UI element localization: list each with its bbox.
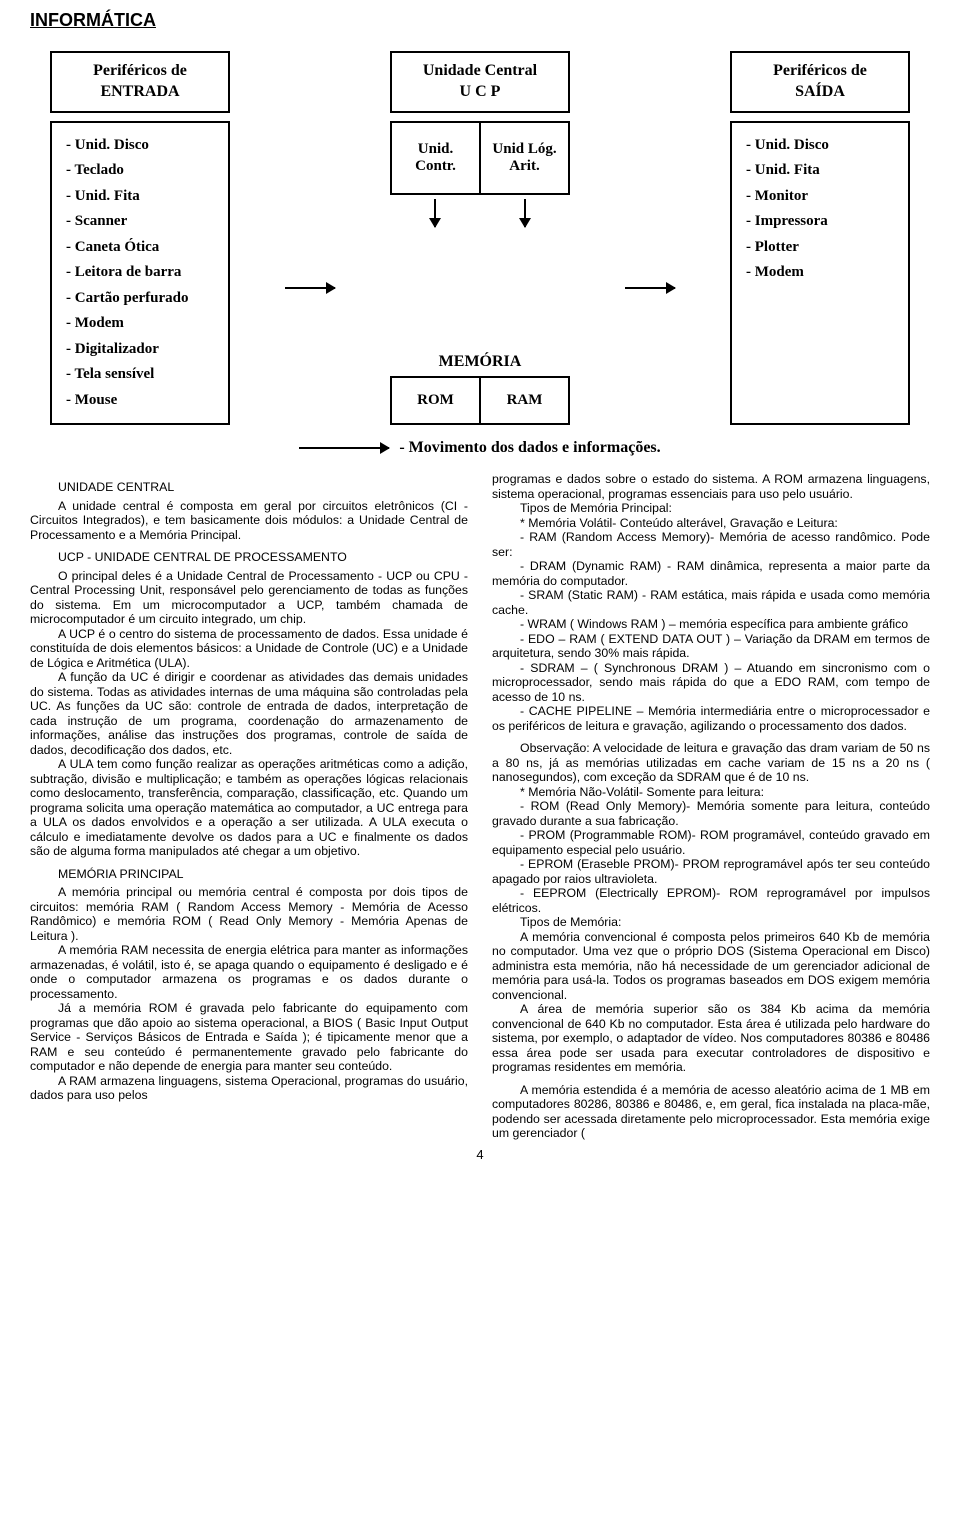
para: A memória RAM necessita de energia elétr… [30, 943, 468, 1001]
diagram-legend: - Movimento dos dados e informações. [50, 439, 910, 457]
para: - ROM (Read Only Memory)- Memória soment… [492, 799, 930, 828]
para: - SDRAM – ( Synchronous DRAM ) – Atuando… [492, 661, 930, 705]
para: - SRAM (Static RAM) - RAM estática, mais… [492, 588, 930, 617]
para: Tipos de Memória: [492, 915, 930, 930]
entrada-item: - Teclado [66, 158, 214, 184]
para: - EPROM (Eraseble PROM)- PROM reprogramá… [492, 857, 930, 886]
memoria-label: MEMÓRIA [390, 348, 570, 376]
para: - EEPROM (Electrically EPROM)- ROM repro… [492, 886, 930, 915]
saida-item: - Unid. Disco [746, 133, 894, 159]
entrada-item: - Mouse [66, 388, 214, 414]
page-number: 4 [30, 1147, 930, 1162]
architecture-diagram: Periféricos de ENTRADA Unidade Central U… [50, 51, 910, 457]
saida-header-l1: Periféricos de [746, 61, 894, 82]
para: * Memória Não-Volátil- Somente para leit… [492, 785, 930, 800]
para: - EDO – RAM ( EXTEND DATA OUT ) – Variaç… [492, 632, 930, 661]
heading-unidade-central: UNIDADE CENTRAL [30, 480, 468, 495]
memoria-box: ROM RAM [390, 376, 570, 425]
saida-item: - Modem [746, 260, 894, 286]
memoria-rom: ROM [392, 378, 481, 423]
entrada-list-box: - Unid. Disco- Teclado- Unid. Fita- Scan… [50, 121, 230, 426]
para: A UCP é o centro do sistema de processam… [30, 627, 468, 671]
saida-item: - Unid. Fita [746, 158, 894, 184]
ucp-unid-contr: Unid. Contr. [392, 123, 481, 193]
entrada-header-l2: ENTRADA [66, 82, 214, 103]
entrada-item: - Tela sensível [66, 362, 214, 388]
ucp-sub-boxes: Unid. Contr. Unid Lóg. Arit. [390, 121, 570, 195]
ucp-header-box: Unidade Central U C P [390, 51, 570, 113]
legend-text: - Movimento dos dados e informações. [399, 439, 660, 457]
text-columns: UNIDADE CENTRAL A unidade central é comp… [30, 472, 930, 1141]
saida-list-box: - Unid. Disco - Unid. Fita - Monitor- Im… [730, 121, 910, 426]
saida-header-l2: SAÍDA [746, 82, 894, 103]
para: A memória convencional é composta pelos … [492, 930, 930, 1003]
para: A memória estendida é a memória de acess… [492, 1083, 930, 1141]
entrada-item: - Digitalizador [66, 337, 214, 363]
entrada-item: - Cartão perfurado [66, 286, 214, 312]
para: programas e dados sobre o estado do sist… [492, 472, 930, 501]
entrada-item: - Unid. Disco [66, 133, 214, 159]
entrada-item: - Leitora de barra [66, 260, 214, 286]
entrada-item: - Caneta Ótica [66, 235, 214, 261]
para: A área de memória superior são os 384 Kb… [492, 1002, 930, 1075]
page-title: INFORMÁTICA [30, 10, 930, 31]
saida-item: - Plotter [746, 235, 894, 261]
para: - WRAM ( Windows RAM ) – memória específ… [492, 617, 930, 632]
saida-item: - Monitor [746, 184, 894, 210]
ucp-column: Unid. Contr. Unid Lóg. Arit. MEMÓRIA ROM… [390, 121, 570, 426]
entrada-item: - Unid. Fita [66, 184, 214, 210]
para: A ULA tem como função realizar as operaç… [30, 757, 468, 859]
ucp-unid-log-arit: Unid Lóg. Arit. [481, 123, 568, 193]
ucp-header-l2: U C P [406, 82, 554, 103]
entrada-item: - Scanner [66, 209, 214, 235]
heading-memoria-principal: MEMÓRIA PRINCIPAL [30, 867, 468, 882]
legend-arrow-icon [299, 447, 389, 449]
para: - PROM (Programmable ROM)- ROM programáv… [492, 828, 930, 857]
memoria-ram: RAM [481, 378, 568, 423]
arrow-entrada-ucp [280, 121, 340, 426]
ucp-to-memory-arrows [390, 199, 570, 233]
para: - DRAM (Dynamic RAM) - RAM dinâmica, rep… [492, 559, 930, 588]
para: Já a memória ROM é gravada pelo fabrican… [30, 1001, 468, 1074]
para: A função da UC é dirigir e coordenar as … [30, 670, 468, 757]
heading-ucp: UCP - UNIDADE CENTRAL DE PROCESSAMENTO [30, 550, 468, 565]
para: * Memória Volátil- Conteúdo alterável, G… [492, 516, 930, 531]
para: Tipos de Memória Principal: [492, 501, 930, 516]
para: A memória principal ou memória central é… [30, 885, 468, 943]
saida-item: - Impressora [746, 209, 894, 235]
para: A RAM armazena linguagens, sistema Opera… [30, 1074, 468, 1103]
entrada-header-box: Periféricos de ENTRADA [50, 51, 230, 113]
left-column: UNIDADE CENTRAL A unidade central é comp… [30, 472, 468, 1141]
para: - CACHE PIPELINE – Memória intermediária… [492, 704, 930, 733]
para: - RAM (Random Access Memory)- Memória de… [492, 530, 930, 559]
para: A unidade central é composta em geral po… [30, 499, 468, 543]
right-column: programas e dados sobre o estado do sist… [492, 472, 930, 1141]
arrow-ucp-saida [620, 121, 680, 426]
para: O principal deles é a Unidade Central de… [30, 569, 468, 627]
ucp-header-l1: Unidade Central [406, 61, 554, 82]
entrada-item: - Modem [66, 311, 214, 337]
entrada-header-l1: Periféricos de [66, 61, 214, 82]
saida-header-box: Periféricos de SAÍDA [730, 51, 910, 113]
para: Observação: A velocidade de leitura e gr… [492, 741, 930, 785]
